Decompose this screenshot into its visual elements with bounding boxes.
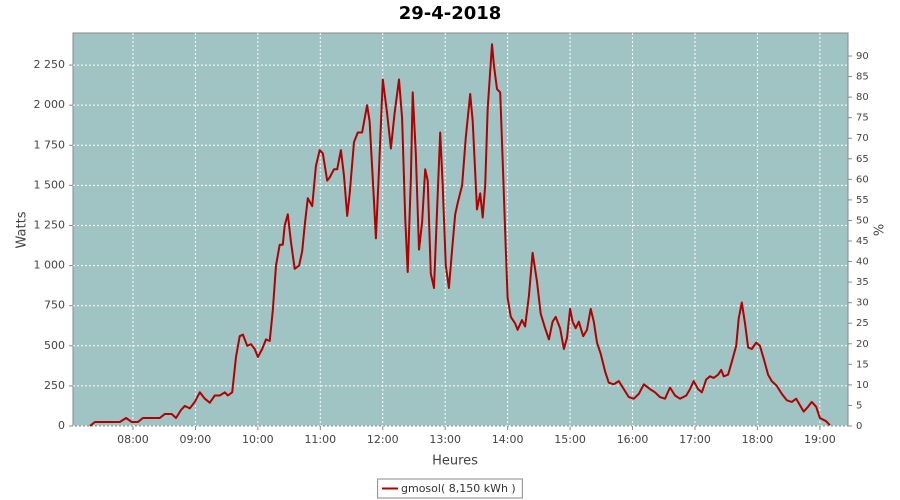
y-tick-label: 0 [58,419,65,432]
y2-tick-label: 20 [856,339,869,350]
y2-tick-label: 5 [856,400,862,411]
y-axis-label: Watts [15,211,30,248]
y2-tick-label: 60 [856,174,869,185]
y-tick-label: 750 [44,299,65,312]
y2-tick-label: 30 [856,298,869,309]
x-tick-label: 10:00 [242,433,274,446]
x-tick-label: 11:00 [304,433,336,446]
x-tick-label: 18:00 [742,433,774,446]
y2-tick-label: 70 [856,133,869,144]
x-axis-label: Heures [432,454,478,469]
y2-tick-label: 75 [856,113,869,124]
y2-tick-label: 50 [856,215,869,226]
y-tick-label: 2 250 [34,58,66,71]
x-tick-label: 15:00 [554,433,586,446]
y-tick-label: 1 750 [34,138,66,151]
x-tick-label: 08:00 [117,433,149,446]
x-tick-label: 16:00 [617,433,649,446]
y-tick-label: 1 500 [34,178,66,191]
plot-area [72,32,849,427]
y2-tick-label: 35 [856,277,869,288]
y-tick-label: 1 250 [34,218,66,231]
y2-tick-label: 0 [856,421,862,432]
legend-box [377,478,523,499]
y2-tick-label: 85 [856,72,869,83]
x-tick-label: 19:00 [804,433,836,446]
y-tick-label: 500 [44,339,65,352]
y-tick-label: 2 000 [34,98,66,111]
y2-tick-label: 45 [856,236,869,247]
y-tick-label: 1 000 [34,259,66,272]
y2-axis-label: % [873,224,888,236]
x-tick-label: 13:00 [429,433,461,446]
x-tick-label: 12:00 [367,433,399,446]
x-tick-label: 17:00 [679,433,711,446]
y2-tick-label: 90 [856,51,869,62]
y2-tick-label: 40 [856,257,869,268]
y2-tick-label: 10 [856,380,869,391]
legend-label: gmosol( 8,150 kWh ) [401,482,516,495]
legend: gmosol( 8,150 kWh ) [377,478,523,499]
y2-tick-label: 25 [856,318,869,329]
y2-tick-label: 55 [856,195,869,206]
chart-title: 29-4-2018 [399,3,502,24]
y2-tick-label: 80 [856,92,869,103]
series-line [89,43,831,427]
y2-tick-label: 15 [856,359,869,370]
x-tick-label: 14:00 [492,433,524,446]
y2-tick-label: 65 [856,154,869,165]
y-tick-label: 250 [44,379,65,392]
x-tick-label: 09:00 [180,433,212,446]
